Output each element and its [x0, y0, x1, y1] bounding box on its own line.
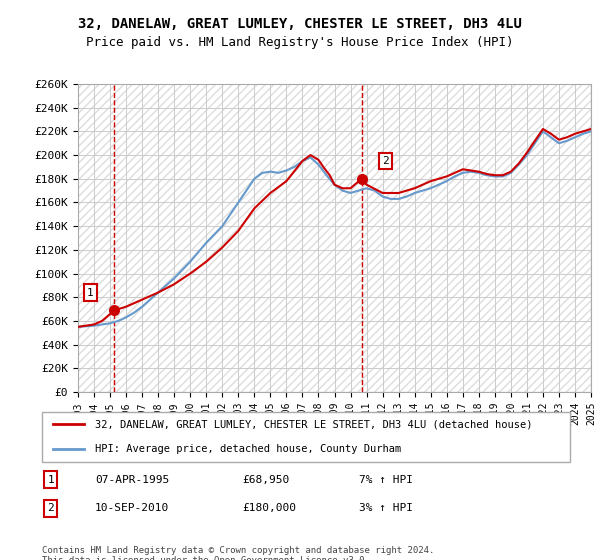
Text: 32, DANELAW, GREAT LUMLEY, CHESTER LE STREET, DH3 4LU: 32, DANELAW, GREAT LUMLEY, CHESTER LE ST…	[78, 17, 522, 31]
FancyBboxPatch shape	[42, 412, 570, 462]
Text: £180,000: £180,000	[242, 503, 296, 514]
Text: 1: 1	[47, 474, 54, 484]
Text: 7% ↑ HPI: 7% ↑ HPI	[359, 474, 413, 484]
Text: 3% ↑ HPI: 3% ↑ HPI	[359, 503, 413, 514]
Text: Contains HM Land Registry data © Crown copyright and database right 2024.
This d: Contains HM Land Registry data © Crown c…	[42, 546, 434, 560]
Text: £68,950: £68,950	[242, 474, 290, 484]
Text: 2: 2	[47, 503, 54, 514]
Text: HPI: Average price, detached house, County Durham: HPI: Average price, detached house, Coun…	[95, 445, 401, 454]
Text: 32, DANELAW, GREAT LUMLEY, CHESTER LE STREET, DH3 4LU (detached house): 32, DANELAW, GREAT LUMLEY, CHESTER LE ST…	[95, 419, 532, 429]
Text: 2: 2	[382, 156, 389, 166]
Text: 07-APR-1995: 07-APR-1995	[95, 474, 169, 484]
Text: 1: 1	[87, 287, 94, 297]
Text: 10-SEP-2010: 10-SEP-2010	[95, 503, 169, 514]
Text: Price paid vs. HM Land Registry's House Price Index (HPI): Price paid vs. HM Land Registry's House …	[86, 36, 514, 49]
